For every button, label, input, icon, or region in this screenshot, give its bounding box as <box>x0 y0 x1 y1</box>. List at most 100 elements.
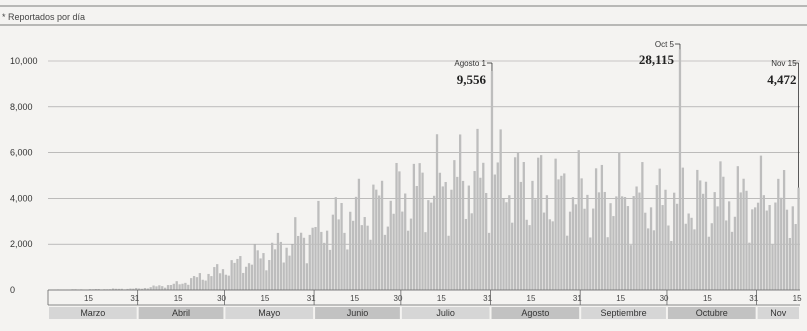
bar <box>508 195 511 290</box>
bar <box>346 249 349 290</box>
bar <box>571 197 575 290</box>
bar <box>733 216 737 290</box>
bar <box>389 200 392 290</box>
bar <box>210 276 213 290</box>
bar <box>418 163 421 290</box>
bar <box>456 176 459 290</box>
bar <box>511 222 514 290</box>
bar <box>427 200 430 290</box>
day-tick-label: 15 <box>260 294 269 303</box>
bar <box>516 152 520 290</box>
bar <box>224 274 228 290</box>
bar <box>704 181 708 290</box>
day-tick-label: 30 <box>217 294 226 303</box>
bar <box>730 231 734 290</box>
bar <box>655 185 658 290</box>
y-tick-label: 4,000 <box>10 193 33 203</box>
bar <box>239 256 242 290</box>
bar <box>632 196 635 290</box>
bar <box>727 201 731 290</box>
bar <box>253 244 256 290</box>
annotation-date: Agosto 1 <box>454 59 486 68</box>
bar <box>739 192 742 290</box>
bar <box>554 158 557 290</box>
bar <box>406 230 410 290</box>
bar <box>531 180 534 290</box>
bar <box>525 219 528 290</box>
day-tick-label: 15 <box>793 294 802 303</box>
day-tick-label: 15 <box>703 294 712 303</box>
bar <box>566 235 569 290</box>
bar <box>534 199 537 290</box>
bar <box>343 232 346 290</box>
y-tick-label: 0 <box>10 285 15 295</box>
bar <box>647 228 650 290</box>
bar <box>317 200 320 290</box>
grid-lines <box>48 60 800 291</box>
month-label: Septiembre <box>601 308 647 318</box>
bar <box>586 194 589 290</box>
bar <box>288 255 291 290</box>
bar <box>583 208 586 290</box>
bar <box>539 155 543 290</box>
bar <box>378 195 381 290</box>
bar <box>126 288 129 290</box>
bar <box>438 172 442 290</box>
bar <box>230 260 233 290</box>
bar <box>574 204 577 290</box>
bar <box>216 264 219 290</box>
bar <box>603 191 606 290</box>
y-tick-label: 10,000 <box>10 56 38 66</box>
day-tick-label: 30 <box>660 294 669 303</box>
bar <box>641 162 644 290</box>
bar <box>664 189 667 290</box>
bar <box>487 232 491 290</box>
bar <box>563 173 566 290</box>
bar <box>201 279 204 290</box>
month-band <box>49 307 137 319</box>
bar <box>707 236 711 290</box>
bar <box>161 286 164 290</box>
bar <box>502 198 505 290</box>
bar <box>360 225 363 290</box>
bar <box>340 202 343 290</box>
bar <box>325 230 329 290</box>
bar <box>132 288 135 290</box>
bar <box>412 163 416 290</box>
bar <box>375 189 378 290</box>
month-band <box>315 307 400 319</box>
bar <box>476 128 479 290</box>
bar <box>181 283 184 290</box>
bar <box>334 197 337 290</box>
bar <box>178 284 181 290</box>
bar <box>331 214 335 290</box>
day-tick-label: 15 <box>616 294 625 303</box>
bar <box>620 196 624 290</box>
month-band <box>581 307 666 319</box>
bar <box>736 166 739 290</box>
bar <box>467 185 470 290</box>
bar <box>623 196 627 290</box>
bar <box>363 217 366 290</box>
bar <box>606 237 609 290</box>
bar <box>395 162 398 290</box>
bar <box>496 162 499 290</box>
bar <box>97 288 100 290</box>
bar <box>149 287 152 290</box>
bar <box>392 213 395 290</box>
bar <box>163 287 167 290</box>
bar <box>135 287 138 290</box>
y-tick-label: 2,000 <box>10 239 33 249</box>
annotation-date: Nov 15 <box>771 59 797 68</box>
bar <box>684 223 687 290</box>
day-tick-label: 15 <box>174 294 183 303</box>
bar <box>372 184 375 290</box>
bar <box>485 192 488 290</box>
month-label: Agosto <box>521 308 549 318</box>
bar <box>299 232 303 290</box>
bar <box>213 267 216 290</box>
bar <box>459 134 462 290</box>
bar <box>450 189 453 290</box>
bar <box>615 196 618 290</box>
bar <box>670 241 673 290</box>
